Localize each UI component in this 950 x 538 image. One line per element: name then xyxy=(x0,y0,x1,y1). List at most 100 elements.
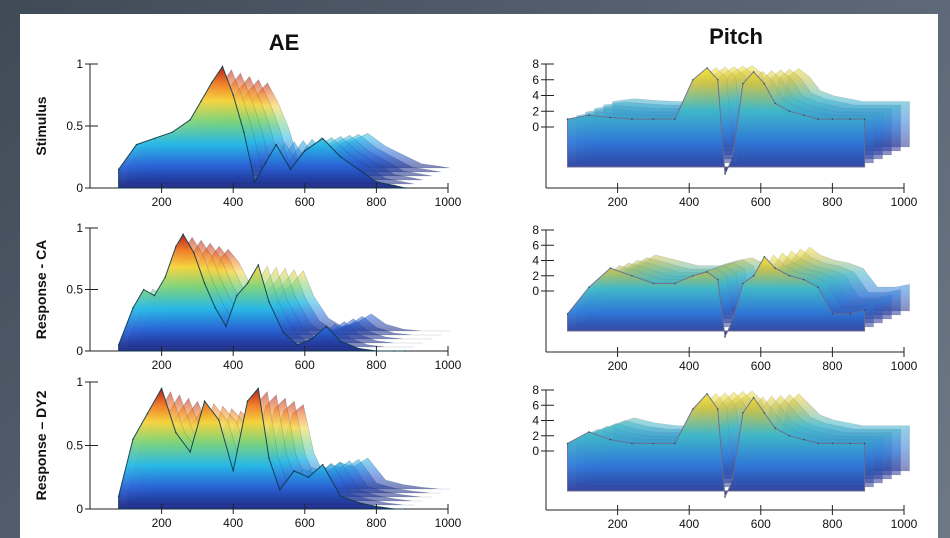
x-tick-label: 200 xyxy=(608,359,628,373)
data-point xyxy=(253,181,256,183)
data-point xyxy=(135,143,138,146)
data-point xyxy=(357,347,360,350)
data-point xyxy=(706,271,708,273)
data-point xyxy=(863,442,866,445)
data-point xyxy=(357,168,360,171)
y-tick-label: 1 xyxy=(76,375,83,389)
data-point xyxy=(339,340,342,343)
data-point xyxy=(404,508,406,510)
y-tick-label: 6 xyxy=(532,238,539,252)
data-point xyxy=(742,412,744,414)
data-point xyxy=(763,255,766,258)
pitch-chart-3: 200 400 600 800 1000 024 68 xyxy=(532,383,917,531)
data-point xyxy=(393,184,396,187)
data-point xyxy=(268,457,270,460)
data-point xyxy=(246,400,249,402)
data-point xyxy=(609,438,612,441)
data-point xyxy=(788,275,791,277)
x-tick-label: 600 xyxy=(751,359,771,373)
surface-layer xyxy=(567,67,866,175)
ae-chart-1: 200 400 600 800 1000 0 0.5 1 Stimulus xyxy=(33,57,462,209)
y-tick-label: 2 xyxy=(532,269,539,283)
data-point xyxy=(232,94,234,96)
x-tick-label: 600 xyxy=(295,195,315,209)
data-point xyxy=(742,82,744,85)
data-point xyxy=(257,387,260,390)
data-point xyxy=(652,442,655,445)
data-point xyxy=(817,442,819,445)
x-tick-label: 800 xyxy=(822,359,842,373)
y-tick-label: 1 xyxy=(76,221,83,235)
x-tick-label: 1000 xyxy=(435,358,462,372)
data-point xyxy=(803,114,805,116)
data-point xyxy=(674,442,676,445)
x-tick-label: 200 xyxy=(152,516,172,530)
data-point xyxy=(243,131,245,133)
y-tick-label: 0 xyxy=(532,284,539,298)
data-point xyxy=(609,116,612,119)
y-tick-label: 0.5 xyxy=(66,439,83,453)
data-point xyxy=(831,118,834,120)
data-point xyxy=(717,79,719,81)
y-tick-label: 8 xyxy=(532,383,539,397)
row-label: Stimulus xyxy=(33,96,49,155)
data-point xyxy=(221,65,224,68)
data-point xyxy=(717,408,719,410)
y-tick-label: 0 xyxy=(76,181,83,195)
data-point xyxy=(257,264,260,266)
data-point xyxy=(692,408,694,410)
data-point xyxy=(214,307,217,309)
data-point xyxy=(706,393,708,395)
x-tick-label: 200 xyxy=(608,517,628,531)
data-point xyxy=(236,294,238,297)
data-point xyxy=(763,82,766,85)
data-point xyxy=(311,337,313,340)
data-point xyxy=(293,470,295,472)
data-point xyxy=(232,470,234,472)
x-tick-label: 800 xyxy=(822,195,842,209)
data-point xyxy=(182,233,184,235)
data-point xyxy=(774,427,776,429)
data-point xyxy=(831,442,834,445)
ae-chart-2: 200 400 600 800 1000 0 0.5 1 Response - CA xyxy=(33,221,462,372)
data-point xyxy=(863,309,866,311)
data-point xyxy=(289,168,292,171)
data-point xyxy=(831,313,834,315)
data-point xyxy=(404,350,406,352)
data-point xyxy=(225,325,227,328)
data-point xyxy=(724,336,726,338)
data-point xyxy=(246,282,249,285)
data-point xyxy=(339,156,342,158)
data-point xyxy=(278,489,281,491)
data-point xyxy=(566,118,569,120)
y-tick-label: 0.5 xyxy=(66,283,83,297)
x-tick-label: 1000 xyxy=(891,195,918,209)
data-point xyxy=(321,137,324,140)
data-point xyxy=(146,413,149,415)
data-point xyxy=(189,119,191,121)
data-point xyxy=(817,118,819,120)
y-tick-label: 1 xyxy=(76,57,83,71)
data-point xyxy=(631,442,633,445)
x-tick-label: 1000 xyxy=(891,359,918,373)
data-point xyxy=(404,187,406,189)
data-point xyxy=(357,501,360,504)
y-tick-label: 8 xyxy=(532,57,539,71)
data-point xyxy=(393,508,396,510)
x-tick-label: 400 xyxy=(223,516,243,530)
data-point xyxy=(706,67,708,69)
pitch-column-title: Pitch xyxy=(709,24,763,49)
data-point xyxy=(803,438,805,441)
ae-column-title: AE xyxy=(269,30,300,55)
y-tick-label: 6 xyxy=(532,73,539,87)
data-point xyxy=(566,313,569,315)
pitch-chart-1: 200 400 600 800 1000 0 24 6 8 xyxy=(532,57,917,209)
data-point xyxy=(375,181,378,183)
data-point xyxy=(339,495,342,498)
y-tick-label: 0 xyxy=(76,344,83,358)
data-point xyxy=(788,110,791,113)
surface-layer xyxy=(567,393,866,499)
data-point xyxy=(153,137,156,140)
data-point xyxy=(117,495,120,498)
data-point xyxy=(849,442,852,445)
